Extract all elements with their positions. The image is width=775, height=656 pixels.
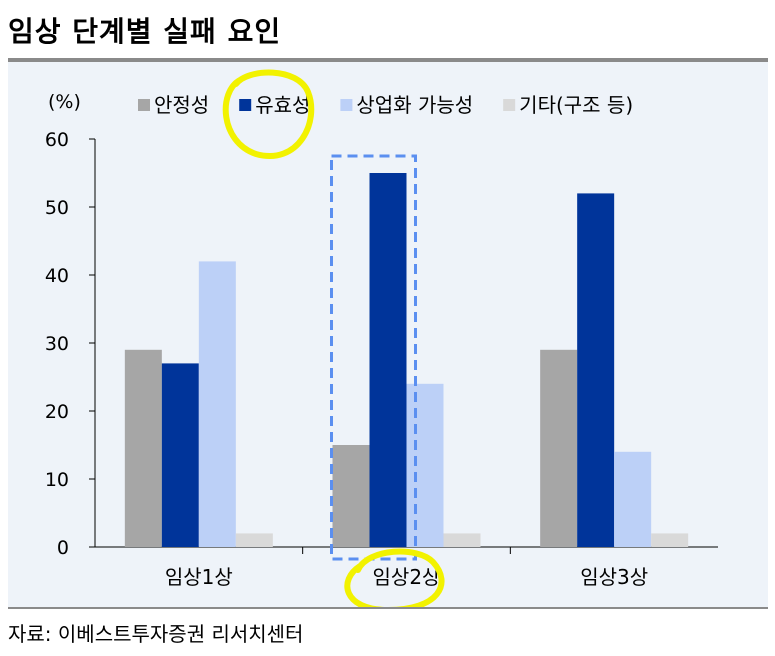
source-note: 자료: 이베스트투자증권 리서치센터 bbox=[8, 622, 304, 646]
y-tick-label-60: 60 bbox=[45, 129, 69, 151]
legend-label-안정성: 안정성 bbox=[154, 93, 209, 117]
bar-임상2상-상업화 가능성 bbox=[406, 383, 444, 547]
legend-swatch-안정성 bbox=[138, 99, 150, 111]
y-tick-label-0: 0 bbox=[57, 537, 69, 559]
highlight-circle-category bbox=[344, 548, 445, 614]
title-divider bbox=[8, 58, 768, 62]
x-tick-label-임상1상: 임상1상 bbox=[165, 565, 233, 589]
y-unit-label: (%) bbox=[48, 91, 81, 113]
legend-label-기타(구조 등): 기타(구조 등) bbox=[519, 93, 633, 117]
bar-임상2상-유효성 bbox=[369, 173, 407, 547]
legend-swatch-유효성 bbox=[239, 99, 252, 111]
bar-임상1상-유효성 bbox=[161, 363, 199, 547]
y-tick-label-50: 50 bbox=[45, 197, 69, 219]
bar-임상2상-안정성 bbox=[332, 445, 370, 547]
bar-임상3상-유효성 bbox=[577, 193, 615, 547]
bar-임상1상-안정성 bbox=[124, 349, 162, 547]
footer-divider bbox=[8, 607, 768, 609]
y-tick-label-20: 20 bbox=[45, 401, 69, 423]
bar-임상1상-상업화 가능성 bbox=[198, 261, 236, 547]
legend-swatch-상업화 가능성 bbox=[340, 99, 353, 111]
bar-임상3상-안정성 bbox=[540, 349, 578, 547]
bar-임상3상-기타(구조 등) bbox=[651, 533, 689, 547]
bar-임상2상-기타(구조 등) bbox=[443, 533, 481, 547]
chart-area: 0 10 20 30 40 50 60 (%) 임상1상 임상2상 임상3상 안정성 유효성 상업화 가능… bbox=[8, 62, 768, 614]
y-tick-label-30: 30 bbox=[45, 333, 69, 355]
y-tick-label-40: 40 bbox=[45, 265, 69, 287]
x-tick-label-임상2상: 임상2상 bbox=[373, 565, 441, 589]
legend-label-유효성: 유효성 bbox=[255, 93, 310, 117]
x-tick-label-임상3상: 임상3상 bbox=[580, 565, 648, 589]
highlight-circle-legend bbox=[222, 69, 315, 159]
legend-label-상업화 가능성: 상업화 가능성 bbox=[356, 93, 473, 117]
legend-swatch-기타(구조 등) bbox=[503, 99, 516, 111]
y-tick-label-10: 10 bbox=[45, 469, 69, 491]
bar-임상3상-상업화 가능성 bbox=[614, 451, 652, 547]
bar-임상1상-기타(구조 등) bbox=[235, 533, 273, 547]
page-title: 임상 단계별 실패 요인 bbox=[8, 15, 282, 48]
bar-chart: 0 10 20 30 40 50 60 (%) 임상1상 임상2상 임상3상 안정성 유효성 상업화 가능… bbox=[45, 69, 718, 614]
